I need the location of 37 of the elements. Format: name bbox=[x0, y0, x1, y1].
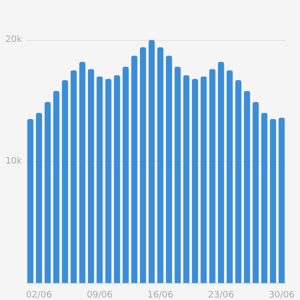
bar bbox=[261, 112, 268, 283]
bar bbox=[192, 78, 198, 283]
bar bbox=[157, 47, 164, 283]
bar bbox=[96, 76, 103, 283]
x-tick-label: 30/06 bbox=[268, 290, 295, 300]
x-tick-label: 02/06 bbox=[26, 290, 52, 300]
bar bbox=[226, 70, 233, 283]
bar bbox=[27, 118, 34, 283]
bar bbox=[244, 91, 250, 283]
bar bbox=[278, 118, 285, 283]
bar bbox=[131, 56, 138, 283]
x-tick-label: 23/06 bbox=[208, 290, 234, 300]
bar bbox=[200, 76, 207, 283]
bar bbox=[270, 118, 276, 283]
bar bbox=[174, 66, 181, 283]
bar bbox=[166, 56, 172, 283]
bar bbox=[235, 80, 242, 283]
bar bbox=[252, 102, 259, 283]
bar bbox=[209, 69, 216, 283]
bar bbox=[44, 102, 51, 283]
bar bbox=[148, 40, 155, 283]
bar bbox=[88, 69, 94, 283]
bar bbox=[70, 70, 77, 283]
bar bbox=[79, 62, 86, 283]
bar bbox=[114, 75, 120, 283]
bar bbox=[218, 62, 224, 283]
bar bbox=[122, 66, 129, 283]
x-tick-label: 16/06 bbox=[147, 290, 174, 300]
bar bbox=[53, 91, 60, 283]
bar bbox=[183, 75, 190, 283]
y-tick-label: 10k bbox=[5, 156, 23, 166]
bar bbox=[105, 78, 112, 283]
y-tick-label: 20k bbox=[5, 35, 23, 45]
bar bbox=[36, 112, 42, 283]
x-tick-label: 09/06 bbox=[86, 290, 113, 300]
bar bbox=[62, 80, 68, 283]
bar bbox=[140, 47, 146, 283]
